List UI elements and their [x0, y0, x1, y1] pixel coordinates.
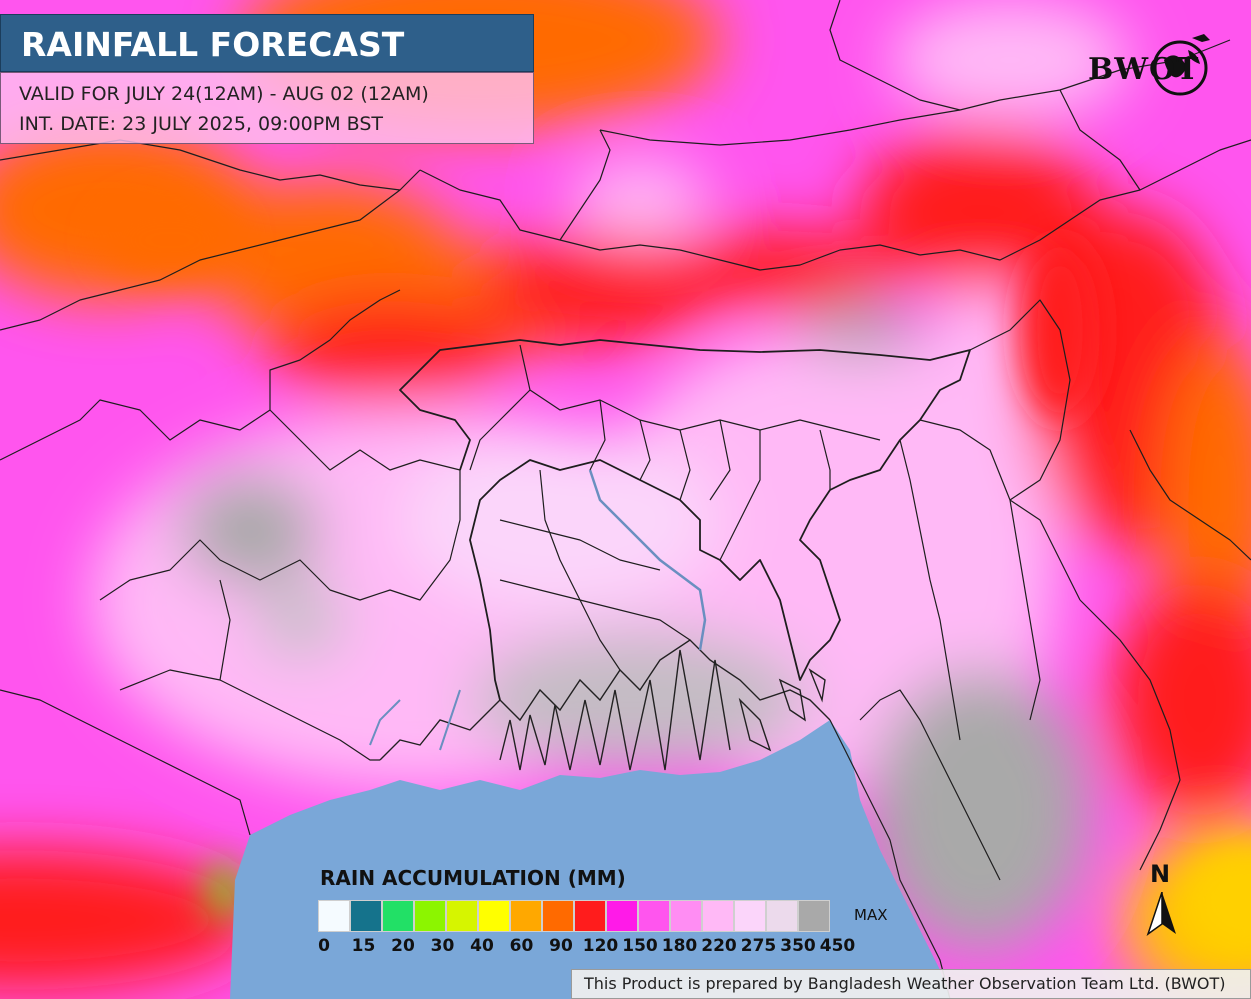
north-arrow-icon [1146, 892, 1176, 936]
page-title: RAINFALL FORECAST [21, 25, 405, 64]
credit-text: This Product is prepared by Bangladesh W… [584, 974, 1226, 993]
title-banner: RAINFALL FORECAST [0, 14, 534, 72]
legend-tick-label: 40 [470, 936, 494, 956]
legend-swatch [798, 900, 830, 932]
credit-footer: This Product is prepared by Bangladesh W… [571, 969, 1251, 999]
legend-swatch [446, 900, 478, 932]
north-letter: N [1150, 860, 1171, 888]
legend-title: RAIN ACCUMULATION (MM) [320, 866, 626, 890]
river [588, 469, 707, 651]
bwot-logo: BWOT [1088, 30, 1220, 100]
legend-tick-label: 0 [318, 936, 330, 956]
logo-text: BWOT [1088, 52, 1200, 87]
legend-color-bar [318, 900, 830, 932]
int-date-text: INT. DATE: 23 JULY 2025, 09:00PM BST [19, 113, 383, 135]
rain-legend: RAIN ACCUMULATION (MM) MAX 0 15 20 30 40 60 90… [318, 862, 898, 962]
legend-swatch [350, 900, 382, 932]
legend-tick-label: 450 [819, 936, 856, 956]
legend-swatch [510, 900, 542, 932]
legend-tick-label: 120 [582, 936, 619, 956]
delta-coastline [379, 639, 831, 771]
legend-tick-label: 350 [780, 936, 816, 956]
legend-swatch [638, 900, 670, 932]
valid-for-text: VALID FOR JULY 24(12AM) - AUG 02 (12AM) [19, 83, 429, 105]
legend-swatch [318, 900, 350, 932]
legend-swatch [382, 900, 414, 932]
legend-swatch [766, 900, 798, 932]
legend-tick-label: 20 [391, 936, 415, 956]
legend-tick-label: 275 [740, 936, 777, 956]
legend-max-label: MAX [854, 906, 888, 924]
legend-tick-label: 220 [701, 936, 737, 956]
validity-info-box: VALID FOR JULY 24(12AM) - AUG 02 (12AM) … [0, 72, 534, 144]
legend-tick-label: 150 [622, 936, 658, 956]
north-arrow: N [1140, 858, 1184, 938]
legend-tick-label: 15 [351, 936, 376, 956]
legend-swatch [606, 900, 638, 932]
legend-ticks: 0 15 20 30 40 60 90 120 150 180 220 275 350 450 [318, 936, 878, 958]
legend-swatch [670, 900, 702, 932]
legend-tick-label: 90 [549, 936, 573, 956]
legend-swatch [478, 900, 510, 932]
legend-tick-label: 180 [661, 936, 698, 956]
legend-swatch [542, 900, 574, 932]
legend-swatch [574, 900, 606, 932]
legend-swatch [702, 900, 734, 932]
legend-tick-label: 60 [509, 936, 534, 956]
legend-tick-label: 30 [430, 936, 455, 956]
globe-icon [1152, 34, 1210, 96]
legend-swatch [414, 900, 446, 932]
legend-swatch [734, 900, 766, 932]
